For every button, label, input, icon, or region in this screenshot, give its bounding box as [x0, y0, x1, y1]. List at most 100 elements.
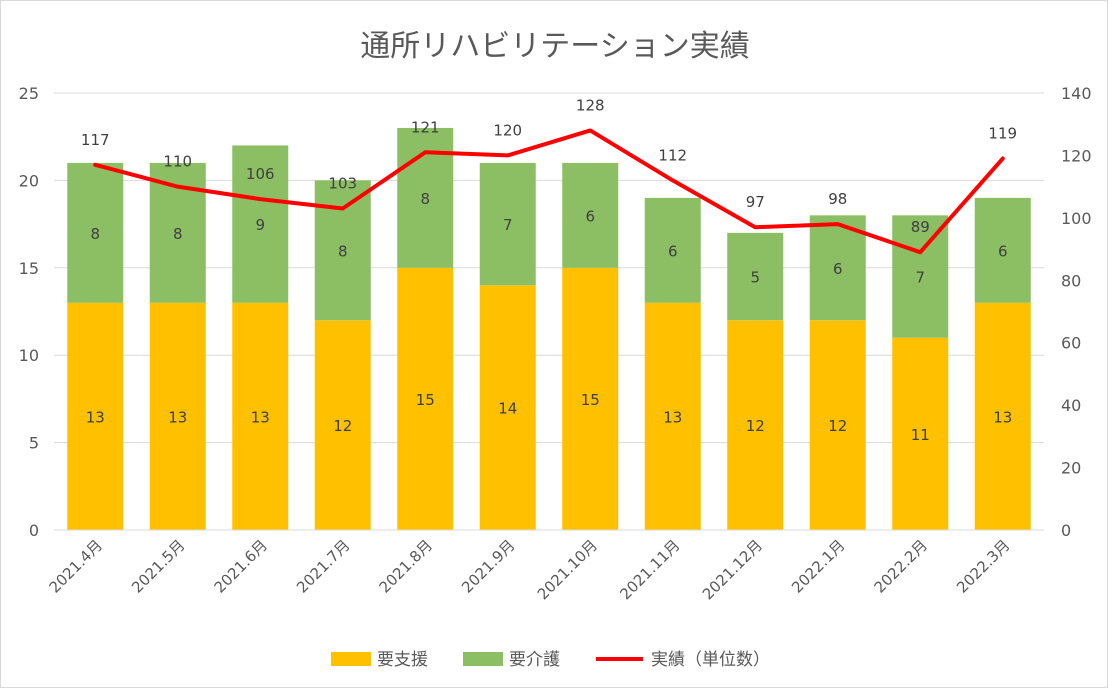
- line-data-label: 120: [493, 121, 522, 139]
- bar-data-label: 8: [173, 225, 183, 243]
- y-axis-left: 0 5 10 15 20 25: [19, 84, 39, 540]
- legend: 要支援 要介護 実績（単位数）: [331, 650, 770, 670]
- bar-data-label: 15: [581, 391, 600, 409]
- y-axis-right: 0 20 40 60 80 100 120 140: [1061, 84, 1092, 540]
- bar-data-label: 7: [503, 216, 513, 234]
- legend-swatch-care: [463, 652, 503, 666]
- bar-data-label: 11: [911, 426, 930, 444]
- bar-data-label: 8: [420, 190, 430, 208]
- bar-support: [974, 302, 1031, 530]
- line-layer: [93, 128, 1005, 255]
- bar-support: [149, 302, 206, 530]
- bar-care: [232, 145, 289, 303]
- bar-data-label: 15: [416, 391, 435, 409]
- x-tick-label: 2021.6月: [211, 536, 271, 596]
- line-data-label: 128: [576, 96, 605, 114]
- bar-support: [314, 320, 371, 530]
- x-tick-label: 2021.7月: [293, 536, 353, 596]
- bar-data-label: 8: [90, 225, 100, 243]
- bar-support: [562, 267, 619, 530]
- bar-data-label: 6: [668, 242, 678, 260]
- bar-data-label: 13: [86, 408, 105, 426]
- bar-care: [562, 162, 619, 268]
- y-right-tick-label: 40: [1061, 396, 1081, 415]
- line-data-label: 110: [163, 153, 192, 171]
- legend-label-results: 実績（単位数）: [651, 650, 770, 670]
- line-data-label: 121: [411, 118, 440, 136]
- x-tick-label: 2021.12月: [699, 536, 766, 603]
- bar-data-label: 8: [338, 242, 348, 260]
- y-left-tick-label: 20: [19, 171, 39, 190]
- bar-data-label: 13: [251, 408, 270, 426]
- bar-support: [67, 302, 124, 530]
- y-right-tick-label: 60: [1061, 334, 1081, 353]
- bar-data-label: 6: [833, 260, 843, 278]
- line-data-label: 97: [746, 193, 765, 211]
- x-tick-label: 2022.2月: [871, 536, 931, 596]
- y-left-tick-label: 15: [19, 259, 39, 278]
- x-tick-label: 2021.5月: [128, 536, 188, 596]
- bar-support: [644, 302, 701, 530]
- line-data-label: 103: [328, 174, 357, 192]
- bars-layer: [67, 127, 1031, 530]
- bar-data-label: 13: [663, 408, 682, 426]
- bar-support: [809, 320, 866, 530]
- bar-care: [809, 215, 866, 321]
- y-right-tick-label: 120: [1061, 146, 1092, 165]
- line-data-label: 89: [911, 218, 930, 236]
- bar-support: [397, 267, 454, 530]
- line-data-label: 106: [246, 165, 275, 183]
- bar-care: [727, 232, 784, 321]
- y-right-tick-label: 140: [1061, 84, 1092, 103]
- y-left-tick-label: 0: [29, 521, 39, 540]
- bar-data-label: 12: [746, 417, 765, 435]
- bar-care: [974, 197, 1031, 303]
- y-left-tick-label: 10: [19, 346, 39, 365]
- line-data-label: 112: [658, 146, 687, 164]
- bar-care: [644, 197, 701, 303]
- line-series-results: [93, 128, 1005, 255]
- y-left-tick-label: 25: [19, 84, 39, 103]
- labels-layer: 1381381391281581471561361251261171361171…: [81, 96, 1017, 443]
- legend-label-care: 要介護: [509, 650, 560, 670]
- bar-data-label: 5: [750, 269, 760, 287]
- bar-care: [67, 162, 124, 303]
- bar-care: [892, 215, 949, 338]
- x-tick-label: 2021.11月: [616, 536, 683, 603]
- x-tick-label: 2021.10月: [534, 536, 601, 603]
- line-data-label: 119: [988, 125, 1017, 143]
- y-right-tick-label: 80: [1061, 271, 1081, 290]
- bar-data-label: 6: [998, 242, 1008, 260]
- chart-title: 通所リハビリテーション実績: [360, 29, 749, 64]
- bar-data-label: 6: [585, 207, 595, 225]
- line-data-label: 98: [828, 190, 847, 208]
- x-tick-label: 2021.9月: [458, 536, 518, 596]
- bar-data-label: 12: [333, 417, 352, 435]
- x-tick-label: 2022.1月: [788, 536, 848, 596]
- y-left-tick-label: 5: [29, 434, 39, 453]
- legend-label-support: 要支援: [377, 650, 428, 670]
- bar-support: [892, 337, 949, 530]
- x-axis: 2021.4月 2021.5月 2021.6月 2021.7月 2021.8月 2021.…: [46, 529, 1044, 603]
- x-tick-label: 2021.4月: [46, 536, 106, 596]
- bar-data-label: 14: [498, 400, 517, 418]
- legend-swatch-support: [331, 652, 371, 666]
- bar-data-label: 7: [915, 269, 925, 287]
- bar-data-label: 12: [828, 417, 847, 435]
- y-right-tick-label: 100: [1061, 209, 1092, 228]
- y-right-tick-label: 20: [1061, 459, 1081, 478]
- bar-data-label: 13: [168, 408, 187, 426]
- bar-data-label: 9: [255, 216, 265, 234]
- bar-data-label: 13: [993, 408, 1012, 426]
- bar-support: [727, 320, 784, 530]
- bar-care: [479, 162, 536, 286]
- y-right-tick-label: 0: [1061, 521, 1071, 540]
- bar-care: [314, 180, 371, 321]
- bar-support: [232, 302, 289, 530]
- bar-support: [479, 285, 536, 530]
- x-tick-label: 2022.3月: [953, 536, 1013, 596]
- line-data-label: 117: [81, 131, 110, 149]
- x-tick-label: 2021.8月: [376, 536, 436, 596]
